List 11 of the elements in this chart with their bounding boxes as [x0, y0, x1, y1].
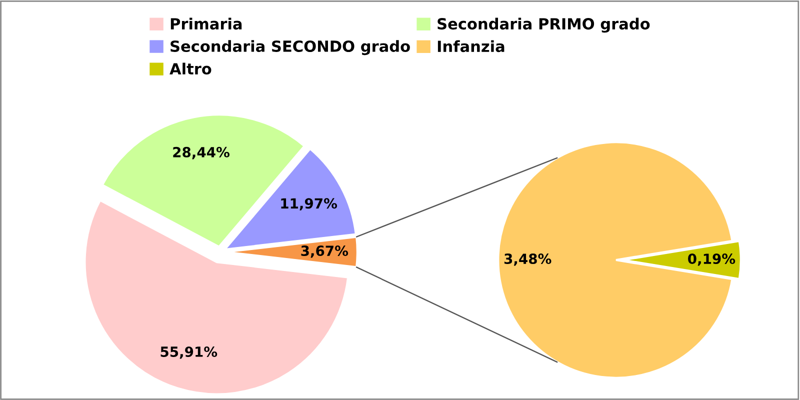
legend-label: Infanzia	[438, 40, 504, 52]
data-label: 3,48%	[504, 254, 552, 266]
legend-label: Primaria	[170, 18, 242, 30]
data-label: 55,91%	[160, 346, 218, 359]
data-label: 0,19%	[688, 254, 736, 266]
data-label: 28,44%	[173, 146, 230, 160]
data-label: 11,97%	[281, 198, 338, 210]
legend-label: Secondaria PRIMO grado	[438, 18, 650, 33]
legend-label: Secondaria SECONDO grado	[170, 40, 410, 56]
data-label: 3,67%	[301, 246, 348, 258]
legend-label: Altro	[170, 62, 212, 75]
